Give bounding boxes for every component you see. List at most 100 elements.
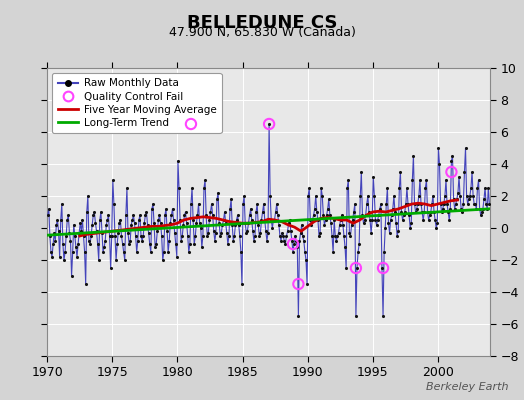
Text: BELLEDUNE CS: BELLEDUNE CS <box>187 14 337 32</box>
Point <box>375 212 383 218</box>
Point <box>352 265 360 271</box>
Point <box>83 209 91 215</box>
Point <box>62 233 70 239</box>
Point <box>459 201 467 207</box>
Point <box>158 233 166 239</box>
Point <box>241 220 249 226</box>
Point <box>216 233 224 239</box>
Point <box>340 233 348 239</box>
Point <box>178 233 187 239</box>
Point <box>300 238 308 244</box>
Point <box>406 225 414 231</box>
Point <box>132 233 140 239</box>
Point <box>447 158 455 164</box>
Point <box>85 238 93 244</box>
Point <box>485 201 494 207</box>
Point <box>211 238 219 244</box>
Point <box>209 212 217 218</box>
Point <box>232 217 241 223</box>
Point <box>56 254 64 260</box>
Point <box>114 230 123 236</box>
Point <box>366 217 374 223</box>
Point <box>233 212 242 218</box>
Point <box>480 196 488 202</box>
Point <box>320 222 329 228</box>
Point <box>397 209 406 215</box>
Point <box>68 273 76 279</box>
Point <box>413 201 422 207</box>
Point <box>190 241 199 247</box>
Point <box>115 220 124 226</box>
Point <box>123 185 131 191</box>
Point <box>309 212 318 218</box>
Point <box>335 222 344 228</box>
Point <box>407 220 416 226</box>
Point <box>386 217 395 223</box>
Point <box>343 185 352 191</box>
Point <box>243 228 252 234</box>
Point <box>79 233 88 239</box>
Point <box>206 209 215 215</box>
Point <box>54 228 63 234</box>
Point <box>125 241 133 247</box>
Point <box>440 201 448 207</box>
Point <box>377 201 385 207</box>
Point <box>92 228 101 234</box>
Point <box>184 249 193 255</box>
Point <box>358 212 367 218</box>
Point <box>382 201 390 207</box>
Point <box>265 121 274 127</box>
Point <box>129 212 138 218</box>
Point <box>380 249 388 255</box>
Point <box>464 201 472 207</box>
Point <box>181 209 190 215</box>
Point <box>110 201 118 207</box>
Point <box>403 185 411 191</box>
Point <box>289 241 297 247</box>
Point <box>63 217 71 223</box>
Point <box>98 230 106 236</box>
Point <box>301 249 309 255</box>
Point <box>454 190 462 196</box>
Point <box>467 185 475 191</box>
Point <box>282 233 291 239</box>
Point <box>127 222 136 228</box>
Point <box>378 265 386 271</box>
Point <box>255 233 264 239</box>
Point <box>180 212 189 218</box>
Point <box>257 217 266 223</box>
Point <box>416 177 424 183</box>
Point <box>462 193 471 199</box>
Point <box>119 249 128 255</box>
Point <box>231 222 239 228</box>
Point <box>311 206 319 212</box>
Point <box>425 212 434 218</box>
Point <box>456 193 464 199</box>
Point <box>146 241 154 247</box>
Point <box>409 153 418 159</box>
Point <box>434 145 443 151</box>
Point <box>401 201 410 207</box>
Point <box>252 209 260 215</box>
Point <box>136 212 144 218</box>
Point <box>329 249 337 255</box>
Point <box>84 193 92 199</box>
Point <box>236 233 244 239</box>
Point <box>102 222 111 228</box>
Point <box>116 217 125 223</box>
Point <box>396 169 405 175</box>
Point <box>331 233 340 239</box>
Point <box>97 209 105 215</box>
Point <box>215 220 223 226</box>
Point <box>427 209 435 215</box>
Point <box>78 217 86 223</box>
Point <box>117 233 126 239</box>
Point <box>291 233 299 239</box>
Point <box>47 249 55 255</box>
Point <box>392 220 400 226</box>
Point <box>305 185 313 191</box>
Point <box>474 177 483 183</box>
Point <box>107 233 116 239</box>
Point <box>385 230 394 236</box>
Point <box>247 217 256 223</box>
